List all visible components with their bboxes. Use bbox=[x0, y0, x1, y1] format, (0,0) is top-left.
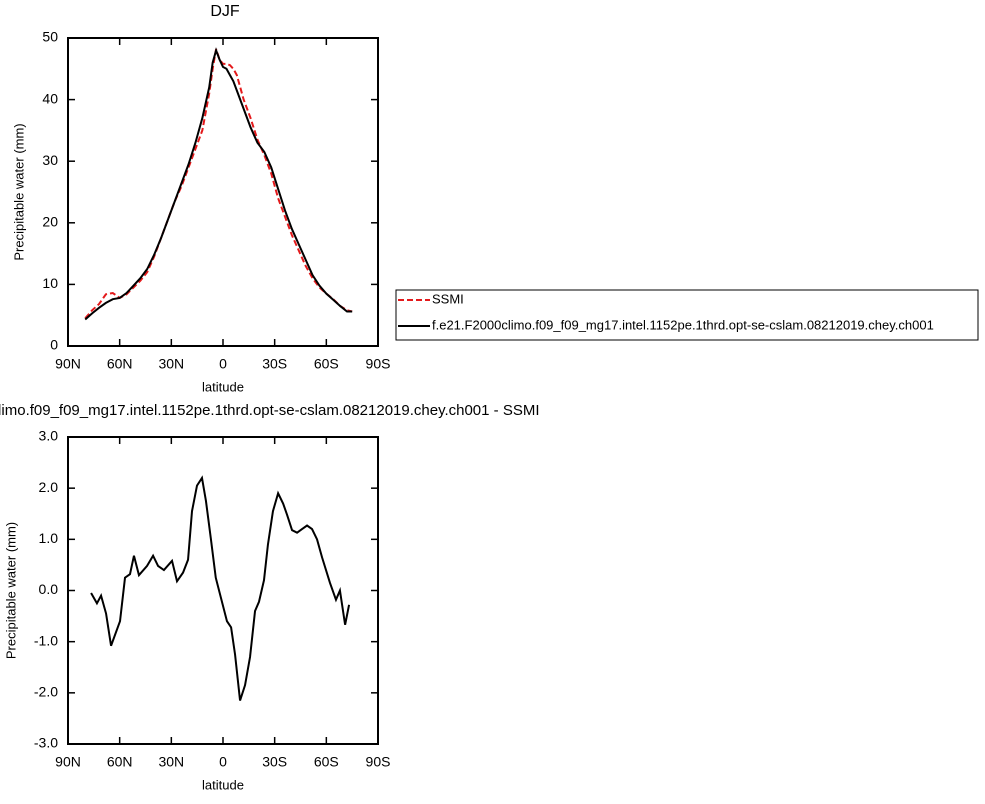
chart-title: f.e21.F2000climo.f09_f09_mg17.intel.1152… bbox=[0, 402, 540, 419]
x-tick-label: 60S bbox=[314, 356, 339, 372]
x-tick-label: 90S bbox=[366, 754, 391, 770]
y-tick-label: 30 bbox=[42, 152, 58, 168]
y-tick-label: -2.0 bbox=[34, 684, 58, 700]
y-axis-label: Precipitable water (mm) bbox=[3, 522, 18, 659]
data-line bbox=[84, 47, 353, 321]
x-tick-label: 0 bbox=[219, 754, 227, 770]
y-axis-label: Precipitable water (mm) bbox=[11, 123, 26, 260]
y-tick-label: 3.0 bbox=[39, 428, 59, 444]
x-tick-label: 60N bbox=[107, 754, 133, 770]
chart-title: DJF bbox=[210, 3, 240, 20]
x-tick-label: 30S bbox=[262, 754, 287, 770]
x-tick-label: 60N bbox=[107, 356, 133, 372]
y-tick-label: 40 bbox=[42, 90, 58, 106]
y-tick-label: 1.0 bbox=[39, 530, 59, 546]
legend-label: SSMI bbox=[432, 291, 464, 306]
y-tick-label: -1.0 bbox=[34, 632, 58, 648]
y-tick-label: 0.0 bbox=[39, 581, 59, 597]
y-tick-label: -3.0 bbox=[34, 735, 58, 751]
x-tick-label: 90S bbox=[366, 356, 391, 372]
plot-frame bbox=[67, 436, 379, 745]
x-axis-label: latitude bbox=[202, 379, 244, 394]
x-tick-label: 90N bbox=[55, 754, 81, 770]
y-tick-label: 50 bbox=[42, 29, 58, 45]
y-tick-label: 2.0 bbox=[39, 479, 59, 495]
legend-label: f.e21.F2000climo.f09_f09_mg17.intel.1152… bbox=[432, 317, 934, 332]
y-tick-label: 0 bbox=[50, 337, 58, 353]
y-tick-label: 10 bbox=[42, 275, 58, 291]
data-line bbox=[90, 475, 351, 701]
legend-box bbox=[395, 289, 979, 341]
x-tick-label: 30N bbox=[158, 754, 184, 770]
x-tick-label: 60S bbox=[314, 754, 339, 770]
x-axis-label: latitude bbox=[202, 777, 244, 792]
y-tick-label: 20 bbox=[42, 214, 58, 230]
x-tick-label: 30N bbox=[158, 356, 184, 372]
x-tick-label: 0 bbox=[219, 356, 227, 372]
data-line bbox=[84, 48, 353, 319]
x-tick-label: 30S bbox=[262, 356, 287, 372]
x-tick-label: 90N bbox=[55, 356, 81, 372]
